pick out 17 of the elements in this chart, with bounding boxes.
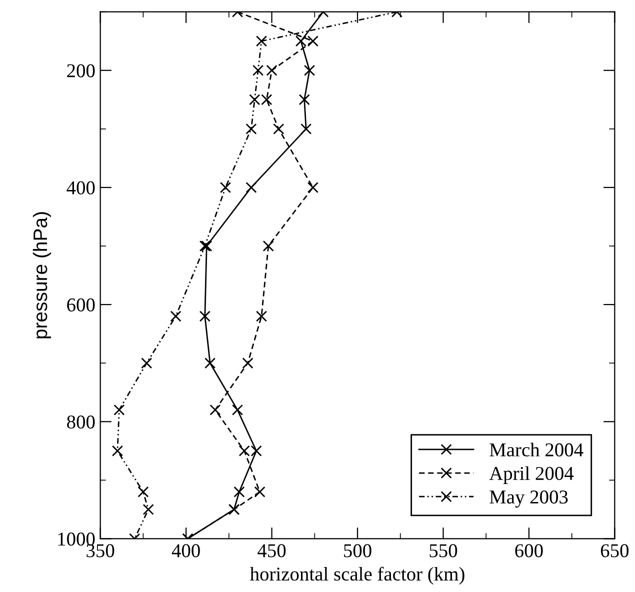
x-tick-label: 650 [600,544,629,558]
x-axis-title: horizontal scale factor (km) [250,566,464,585]
x-tick-label: 500 [344,544,372,558]
x-tick-label: 450 [258,544,286,558]
x-tick-label: 350 [86,544,114,558]
x-tick-label: 600 [515,544,543,558]
y-tick-label: 800 [67,415,95,429]
legend-label: March 2004 [490,442,584,456]
legend-label: April 2004 [489,466,574,484]
y-tick-label: 400 [66,181,95,194]
x-tick-label: 550 [430,544,458,558]
y-tick-label: 1000 [58,532,95,546]
y-tick-label: 200 [67,64,95,78]
y-tick-label: 600 [67,298,95,312]
x-tick-label: 400 [172,544,200,558]
y-axis-title: pressure (hPa) [32,212,52,338]
legend-label: May 2003 [490,490,568,508]
